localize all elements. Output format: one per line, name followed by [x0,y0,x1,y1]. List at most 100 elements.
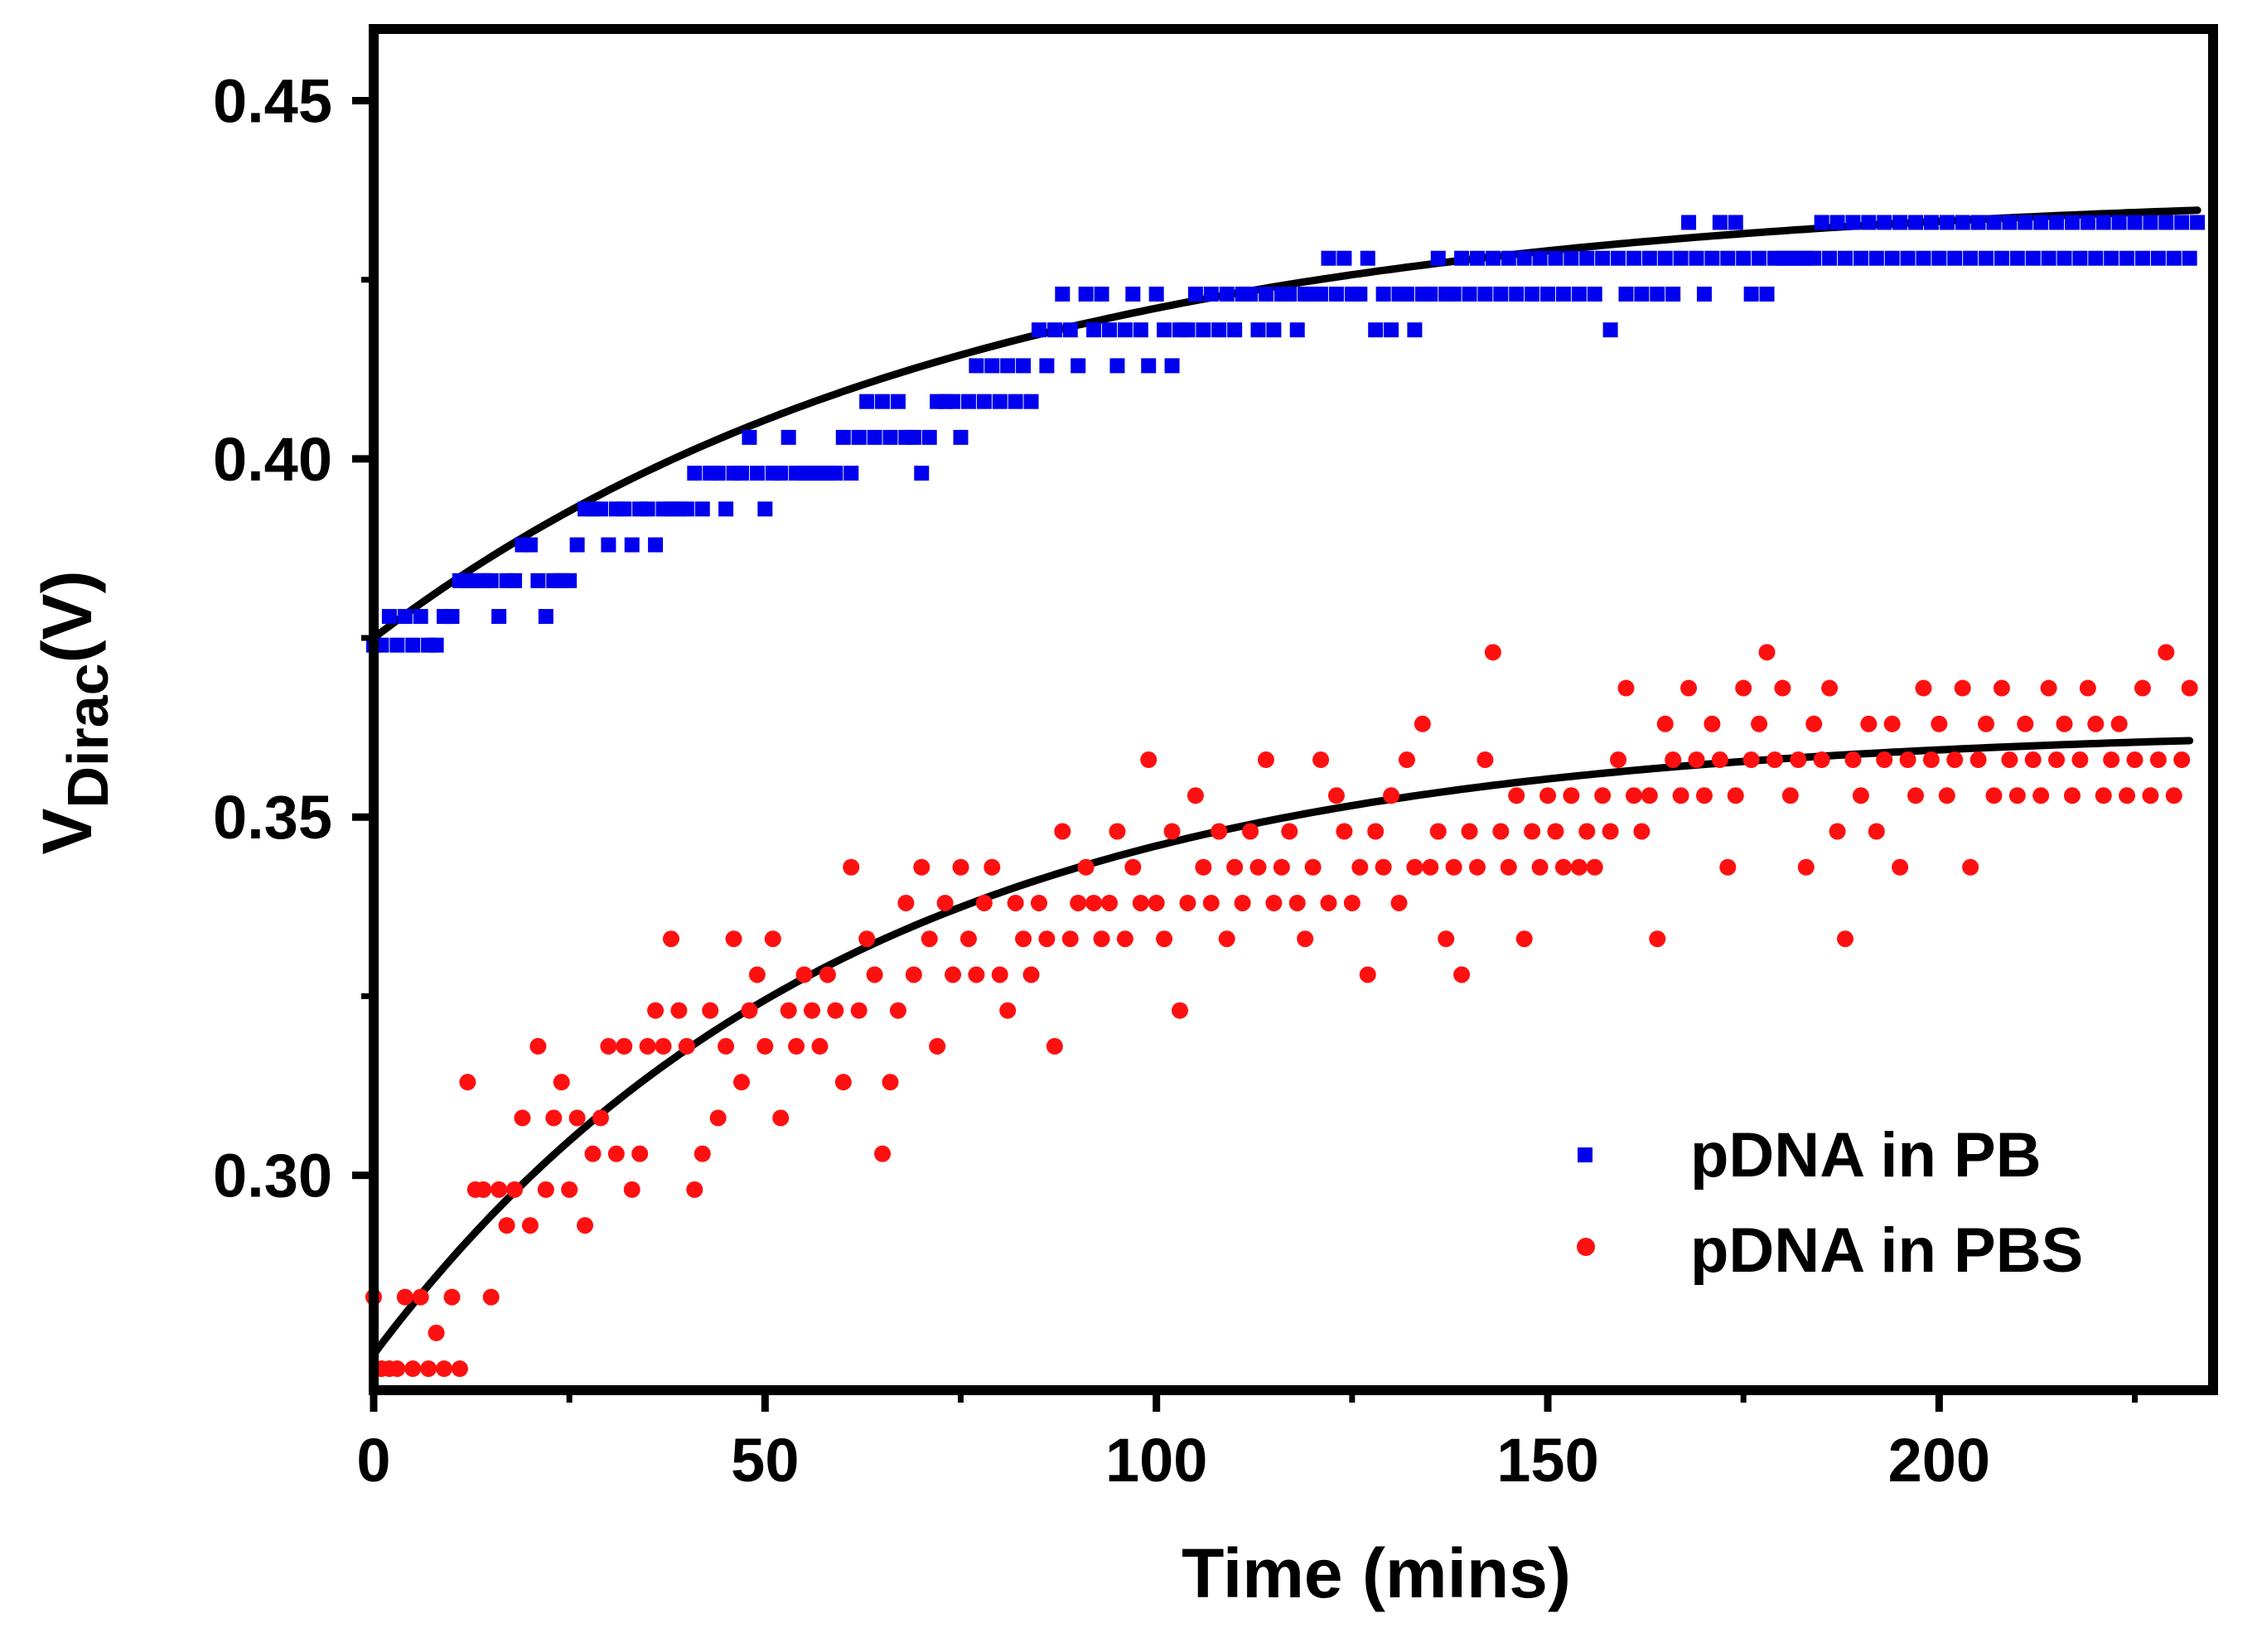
data-point-pdna-in-pb-92 [1086,322,1102,338]
data-point-pdna-in-pbs-33 [623,1181,640,1198]
data-point-pdna-in-pb-152 [1555,286,1571,302]
data-point-pdna-in-pbs-183 [1797,858,1815,876]
data-point-pdna-in-pb-104 [1180,322,1196,338]
data-point-pdna-in-pb-97 [1125,286,1141,302]
data-point-pdna-in-pb-15 [483,572,499,588]
data-point-pdna-in-pb-226 [2134,250,2150,266]
data-point-pdna-in-pb-105 [1187,286,1203,302]
data-point-pdna-in-pb-167 [1673,250,1689,266]
data-point-pdna-in-pbs-167 [1672,787,1689,804]
data-point-pdna-in-pb-127 [1360,250,1375,266]
data-point-pdna-in-pbs-221 [2095,787,2112,804]
data-point-pdna-in-pb-2 [381,609,397,625]
data-point-pdna-in-pbs-63 [858,930,876,948]
data-point-pdna-in-pb-192 [1868,250,1884,266]
data-point-pdna-in-pbs-4 [396,1288,413,1306]
data-point-pdna-in-pb-33 [624,537,640,553]
data-point-pdna-in-pbs-194 [1883,715,1901,732]
data-point-pdna-in-pb-133 [1407,322,1423,338]
data-point-pdna-in-pbs-67 [889,1002,906,1019]
data-point-pdna-in-pbs-40 [678,1037,695,1055]
data-point-pdna-in-pb-190 [1853,250,1868,266]
data-point-pdna-in-pbs-182 [1790,751,1807,769]
data-point-pdna-in-pbs-25 [561,1181,578,1198]
data-point-pdna-in-pb-231 [2174,215,2190,230]
data-point-pdna-in-pb-166 [1665,286,1681,302]
data-point-pdna-in-pbs-225 [2126,751,2143,769]
data-point-pdna-in-pb-71 [921,429,937,445]
data-point-pdna-in-pb-69 [906,429,921,445]
data-point-pdna-in-pbs-61 [843,858,860,876]
data-point-pdna-in-pbs-179 [1766,751,1783,769]
data-point-pdna-in-pb-64 [867,429,882,445]
data-point-pdna-in-pb-170 [1696,286,1712,302]
data-point-pdna-in-pbs-174 [1727,787,1744,804]
x-axis-title: Time (mins) [1182,1534,1571,1612]
data-point-pdna-in-pbs-82 [1007,894,1024,911]
data-point-pdna-in-pbs-55 [795,966,813,983]
data-point-pdna-in-pb-158 [1602,322,1618,338]
data-point-pdna-in-pb-151 [1548,250,1563,266]
data-point-pdna-in-pb-220 [2088,250,2104,266]
data-point-pdna-in-pb-52 [773,466,789,481]
data-point-pdna-in-pb-173 [1720,250,1736,266]
data-point-pdna-in-pbs-201 [1938,787,1955,804]
data-point-pdna-in-pbs-98 [1132,894,1149,911]
data-point-pdna-in-pbs-106 [1195,858,1212,876]
data-point-pdna-in-pbs-22 [537,1181,554,1198]
data-point-pdna-in-pbs-20 [521,1217,539,1234]
data-point-pdna-in-pb-41 [687,466,703,481]
data-point-pdna-in-pbs-193 [1876,751,1893,769]
data-point-pdna-in-pb-212 [2025,250,2041,266]
data-point-pdna-in-pbs-11 [451,1360,468,1378]
data-point-pdna-in-pb-196 [1900,250,1916,266]
data-point-pdna-in-pb-204 [1963,250,1979,266]
data-point-pdna-in-pbs-9 [436,1360,453,1378]
data-point-pdna-in-pbs-44 [709,1109,727,1127]
data-point-pdna-in-pb-49 [749,466,765,481]
data-point-pdna-in-pb-165 [1657,250,1673,266]
x-tick-label-200: 200 [1888,1426,1990,1495]
x-tick-label-0: 0 [356,1426,390,1495]
data-point-pdna-in-pbs-31 [607,1145,625,1162]
data-point-pdna-in-pbs-204 [1962,858,1979,876]
data-point-pdna-in-pb-223 [2111,215,2127,230]
data-point-pdna-in-pbs-232 [2181,679,2198,697]
data-point-pdna-in-pb-10 [444,609,460,625]
data-point-pdna-in-pbs-181 [1781,787,1799,804]
data-point-pdna-in-pb-230 [2166,250,2182,266]
data-point-pdna-in-pb-189 [1845,215,1861,230]
data-point-pdna-in-pbs-155 [1578,823,1596,840]
data-point-pdna-in-pb-22 [538,609,553,625]
data-point-pdna-in-pb-208 [1994,250,2009,266]
plot-frame [369,24,2218,1395]
data-point-pdna-in-pb-66 [882,429,898,445]
data-point-pdna-in-pb-229 [2158,215,2174,230]
y-tick-label-0.35: 0.35 [213,783,332,852]
data-point-pdna-in-pbs-21 [529,1037,547,1055]
data-point-pdna-in-pbs-157 [1594,787,1612,804]
data-point-pdna-in-pb-47 [734,466,749,481]
data-point-pdna-in-pbs-51 [764,930,781,948]
data-point-pdna-in-pbs-198 [1915,679,1932,697]
data-point-pdna-in-pb-77 [969,358,984,374]
data-point-pdna-in-pb-29 [592,501,608,517]
data-point-pdna-in-pb-89 [1062,322,1078,338]
data-point-pdna-in-pb-186 [1822,250,1838,266]
data-point-pdna-in-pbs-207 [1985,787,2003,804]
data-point-pdna-in-pbs-123 [1327,787,1345,804]
data-point-pdna-in-pb-126 [1352,286,1368,302]
data-point-pdna-in-pb-210 [2009,250,2025,266]
data-point-pdna-in-pb-26 [569,537,585,553]
legend-marker-pdna-in-pbs [1577,1238,1595,1256]
data-point-pdna-in-pbs-210 [2008,787,2026,804]
y-tick-label-0.30: 0.30 [213,1142,332,1210]
data-point-pdna-in-pbs-69 [905,966,922,983]
data-point-pdna-in-pbs-132 [1398,751,1415,769]
data-point-pdna-in-pb-94 [1102,322,1117,338]
data-point-pdna-in-pbs-152 [1554,858,1572,876]
data-point-pdna-in-pbs-189 [1844,751,1862,769]
data-point-pdna-in-pbs-192 [1868,823,1885,840]
data-point-pdna-in-pb-76 [960,394,976,409]
data-point-pdna-in-pbs-158 [1602,823,1619,840]
